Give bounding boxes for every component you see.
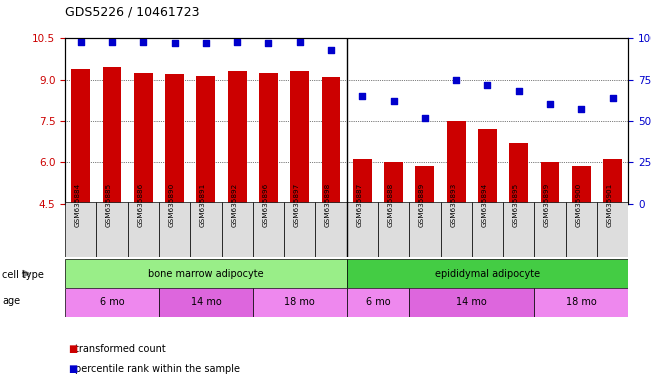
Text: epididymal adipocyte: epididymal adipocyte [435, 268, 540, 279]
Text: 6 mo: 6 mo [100, 297, 124, 308]
FancyBboxPatch shape [503, 202, 534, 257]
Bar [353, 159, 372, 204]
FancyBboxPatch shape [409, 202, 441, 257]
Bar [415, 166, 434, 204]
FancyBboxPatch shape [128, 202, 159, 257]
FancyBboxPatch shape [472, 202, 503, 257]
Text: GSM635884: GSM635884 [75, 182, 81, 227]
Text: ■: ■ [68, 344, 77, 354]
Point [294, 39, 305, 45]
Text: 14 mo: 14 mo [456, 297, 487, 308]
Point [357, 93, 368, 99]
Point [263, 40, 273, 46]
Bar [103, 67, 121, 204]
Text: GSM635895: GSM635895 [513, 182, 519, 227]
Bar [290, 71, 309, 204]
Text: GSM635896: GSM635896 [262, 182, 268, 227]
Bar [228, 71, 247, 204]
Point [107, 39, 117, 45]
Text: GSM635888: GSM635888 [387, 182, 394, 227]
Text: percentile rank within the sample: percentile rank within the sample [75, 364, 240, 374]
Point [232, 39, 242, 45]
FancyBboxPatch shape [597, 202, 628, 257]
Text: GSM635887: GSM635887 [356, 182, 363, 227]
Text: transformed count: transformed count [75, 344, 165, 354]
FancyBboxPatch shape [253, 202, 284, 257]
Text: GSM635901: GSM635901 [607, 182, 613, 227]
Bar [134, 73, 153, 204]
Point [76, 39, 86, 45]
FancyBboxPatch shape [65, 259, 347, 288]
FancyBboxPatch shape [190, 202, 221, 257]
FancyBboxPatch shape [534, 288, 628, 317]
FancyBboxPatch shape [65, 202, 96, 257]
FancyBboxPatch shape [534, 202, 566, 257]
Text: GSM635900: GSM635900 [575, 182, 581, 227]
FancyBboxPatch shape [221, 202, 253, 257]
Bar [322, 77, 340, 204]
FancyBboxPatch shape [159, 202, 190, 257]
Text: cell type: cell type [2, 270, 44, 280]
Point [514, 88, 524, 94]
Text: GSM635885: GSM635885 [106, 182, 112, 227]
Bar [478, 129, 497, 204]
Point [545, 101, 555, 108]
Text: ■: ■ [68, 364, 77, 374]
Text: GDS5226 / 10461723: GDS5226 / 10461723 [65, 6, 200, 19]
Bar [540, 162, 559, 204]
Point [576, 106, 587, 113]
Text: GSM635897: GSM635897 [294, 182, 299, 227]
FancyBboxPatch shape [347, 259, 628, 288]
Text: 6 mo: 6 mo [366, 297, 390, 308]
Text: GSM635886: GSM635886 [137, 182, 143, 227]
Text: GSM635898: GSM635898 [325, 182, 331, 227]
Text: bone marrow adipocyte: bone marrow adipocyte [148, 268, 264, 279]
Bar [603, 159, 622, 204]
Bar [72, 69, 90, 204]
FancyBboxPatch shape [96, 202, 128, 257]
FancyBboxPatch shape [347, 288, 409, 317]
Bar [197, 76, 215, 204]
Text: GSM635889: GSM635889 [419, 182, 425, 227]
Bar [572, 166, 590, 204]
Bar [509, 143, 528, 204]
Bar [447, 121, 465, 204]
FancyBboxPatch shape [378, 202, 409, 257]
Point [451, 77, 462, 83]
FancyBboxPatch shape [65, 288, 159, 317]
Text: GSM635899: GSM635899 [544, 182, 550, 227]
FancyBboxPatch shape [347, 202, 378, 257]
FancyBboxPatch shape [315, 202, 347, 257]
FancyBboxPatch shape [253, 288, 347, 317]
Point [326, 47, 336, 53]
Point [607, 95, 618, 101]
Text: 18 mo: 18 mo [566, 297, 597, 308]
FancyBboxPatch shape [441, 202, 472, 257]
Bar [384, 162, 403, 204]
Point [482, 81, 493, 88]
Point [201, 40, 211, 46]
Point [389, 98, 399, 104]
FancyBboxPatch shape [284, 202, 315, 257]
Text: GSM635890: GSM635890 [169, 182, 174, 227]
FancyBboxPatch shape [409, 288, 534, 317]
Point [138, 39, 148, 45]
Text: GSM635892: GSM635892 [231, 182, 237, 227]
Point [169, 40, 180, 46]
Text: 14 mo: 14 mo [191, 297, 221, 308]
Bar [259, 73, 278, 204]
FancyBboxPatch shape [159, 288, 253, 317]
Text: GSM635893: GSM635893 [450, 182, 456, 227]
Text: GSM635891: GSM635891 [200, 182, 206, 227]
Text: 18 mo: 18 mo [284, 297, 315, 308]
Point [420, 114, 430, 121]
Bar [165, 74, 184, 204]
Text: GSM635894: GSM635894 [482, 182, 488, 227]
FancyBboxPatch shape [566, 202, 597, 257]
Text: age: age [2, 296, 20, 306]
